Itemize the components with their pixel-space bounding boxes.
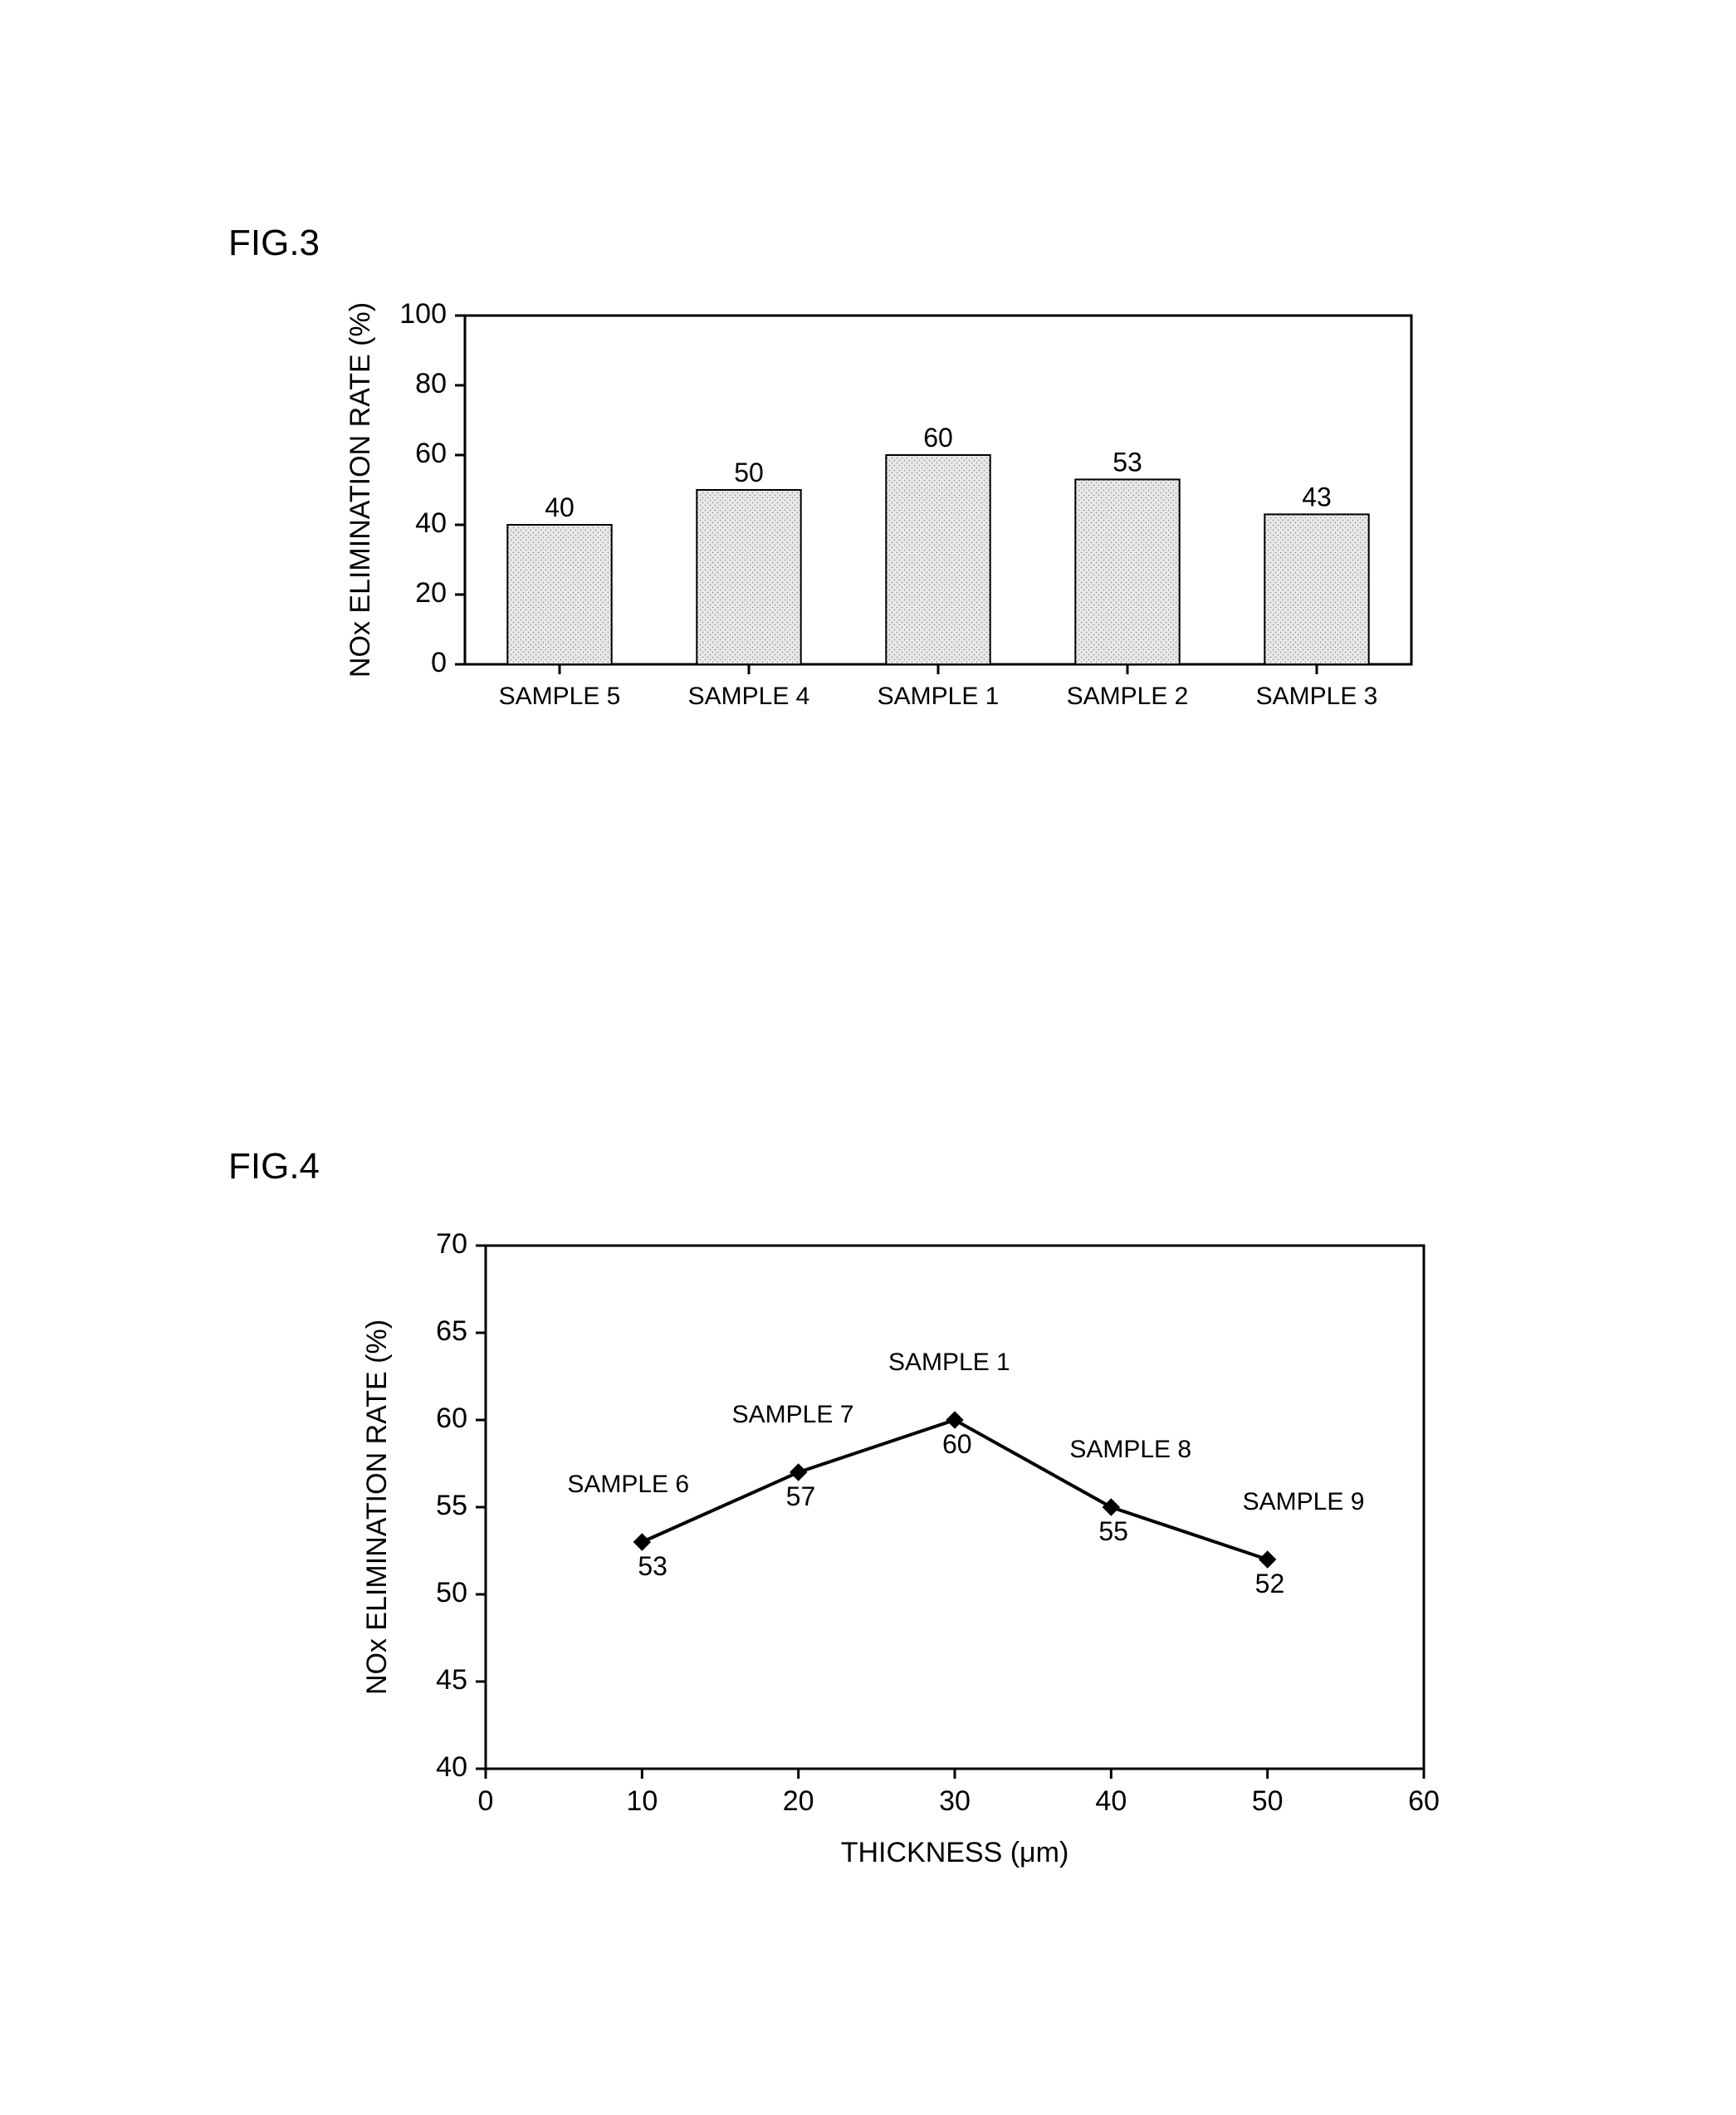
y-tick-label: 0	[431, 647, 447, 678]
y-tick-label: 40	[436, 1751, 467, 1783]
y-tick-label: 60	[415, 438, 447, 469]
x-tick-label: 50	[1252, 1785, 1284, 1817]
y-tick-label: 80	[415, 368, 447, 399]
page: FIG.3 020406080100NOx ELIMINATION RATE (…	[0, 0, 1736, 2115]
y-tick-label: 45	[436, 1664, 467, 1696]
y-tick-label: 40	[415, 507, 447, 539]
y-tick-label: 55	[436, 1490, 467, 1521]
point-value-label: 60	[942, 1429, 972, 1459]
bar-value-label: 53	[1113, 447, 1142, 477]
point-sample-label: SAMPLE 6	[567, 1471, 689, 1498]
figure-4-line-chart: 40 45 50 55 60 65 70 0 10 20 30 40 50 60 NOx ELIMINATI…	[332, 1221, 1469, 1910]
point-sample-label: SAMPLE 8	[1069, 1436, 1191, 1463]
point-sample-label: SAMPLE 7	[732, 1401, 854, 1428]
point-value-label: 57	[786, 1481, 816, 1511]
point-value-label: 52	[1255, 1569, 1285, 1598]
bar	[1075, 479, 1179, 664]
point-sample-label: SAMPLE 1	[888, 1349, 1010, 1376]
y-tick-label: 100	[399, 298, 447, 330]
bar-value-label: 60	[923, 423, 953, 453]
bar	[507, 525, 611, 664]
y-tick-label: 20	[415, 577, 447, 609]
figure-4-label: FIG.4	[228, 1146, 320, 1187]
category-label: SAMPLE 1	[878, 683, 1000, 710]
x-tick-label: 0	[478, 1785, 494, 1817]
category-label: SAMPLE 5	[499, 683, 621, 710]
bar	[886, 455, 990, 664]
x-tick-label: 10	[626, 1785, 658, 1817]
x-tick-label: 60	[1408, 1785, 1440, 1817]
category-label: SAMPLE 4	[688, 683, 810, 710]
figure-3-label: FIG.3	[228, 223, 320, 264]
point-sample-label: SAMPLE 9	[1243, 1488, 1365, 1515]
line-chart-svg: 40 45 50 55 60 65 70 0 10 20 30 40 50 60 NOx ELIMINATI…	[332, 1221, 1469, 1910]
y-tick-label: 65	[436, 1315, 467, 1347]
bar-value-label: 40	[545, 492, 575, 522]
bar	[1264, 514, 1368, 664]
point-value-label: 53	[638, 1551, 668, 1581]
y-tick-label: 70	[436, 1228, 467, 1260]
x-tick-label: 30	[939, 1785, 971, 1817]
point-value-label: 55	[1098, 1516, 1128, 1546]
figure-3-bar-chart: 0 20 40 60 80 100 NOx ELIMINATION RATE (%) SAMP…	[328, 282, 1449, 756]
y-tick-label: 60	[436, 1403, 467, 1434]
y-axis-label: NOx ELIMINATION RATE (%)	[361, 1319, 393, 1695]
x-tick-label: 40	[1095, 1785, 1127, 1817]
x-tick-label: 20	[783, 1785, 814, 1817]
category-label: SAMPLE 2	[1067, 683, 1189, 710]
category-label: SAMPLE 3	[1256, 683, 1378, 710]
x-axis-label: THICKNESS (μm)	[841, 1837, 1069, 1868]
bar	[697, 490, 800, 664]
y-axis-label: NOx ELIMINATION RATE (%)	[345, 302, 376, 678]
bar-chart-svg: 0 20 40 60 80 100 NOx ELIMINATION RATE (%) SAMP…	[328, 282, 1449, 756]
y-tick-label: 50	[436, 1577, 467, 1608]
bar-value-label: 43	[1302, 482, 1332, 512]
bar-value-label: 50	[734, 458, 764, 487]
